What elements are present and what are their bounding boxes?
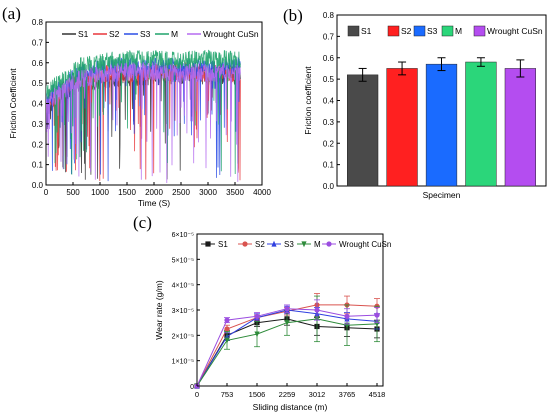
- ytick-label-a: 0.0: [32, 181, 44, 190]
- xtick-label-c: 753: [221, 390, 234, 399]
- legend-swatch-b: [387, 25, 400, 37]
- legend-label-a: Wrought CuSn: [203, 29, 259, 39]
- legend-swatch-b: [441, 25, 454, 37]
- legend-label-a: S3: [140, 29, 151, 39]
- ytick-label-b: 0.5: [323, 75, 335, 84]
- legend-label-a: S2: [109, 29, 120, 39]
- point-c-wrought-cusn: [314, 307, 320, 313]
- ytick-label-a: 0.4: [32, 100, 44, 109]
- ytick-label-a: 0.6: [32, 59, 44, 68]
- bar-s1: [347, 74, 379, 187]
- ytick-label-b: 0.4: [323, 97, 335, 106]
- bar-s2: [386, 68, 418, 187]
- ytick-label-a: 0.3: [32, 120, 44, 129]
- ytick-label-a: 0.7: [32, 38, 44, 47]
- xtick-label-c: 1506: [249, 390, 266, 399]
- ytick-label-b: 0.1: [323, 161, 335, 170]
- legend-label-a: S1: [78, 29, 89, 39]
- xlabel-c: Sliding distance (m): [253, 402, 328, 412]
- point-c-m: [284, 320, 290, 326]
- legend-label-c: Wrought CuSn: [339, 240, 391, 249]
- ytick-label-c: 3×10⁻⁵: [172, 308, 194, 315]
- legend-marker-c: [326, 241, 332, 247]
- legend-swatch-b: [413, 25, 426, 37]
- legend-label-c: S3: [284, 240, 294, 249]
- point-c-s2: [224, 326, 230, 332]
- xtick-label-a: 0: [44, 188, 49, 197]
- ytick-label-c: 6×10⁻⁵: [172, 232, 194, 239]
- ytick-label-b: 0.3: [323, 118, 335, 127]
- point-c-wrought-cusn: [374, 312, 380, 318]
- xtick-label-a: 2500: [172, 188, 190, 197]
- legend-label-c: M: [314, 240, 321, 249]
- panel-label-a: (a): [2, 4, 21, 23]
- ytick-label-c: 5×10⁻⁵: [172, 257, 194, 264]
- xtick-label-a: 2000: [145, 188, 163, 197]
- bar-m: [465, 61, 497, 187]
- ylabel-c: Wear rate (g/m): [154, 280, 164, 340]
- point-c-wrought-cusn: [224, 317, 230, 323]
- ytick-label-a: 0.8: [32, 18, 44, 27]
- ytick-label-b: 0.6: [323, 54, 335, 63]
- legend-label-c: S2: [255, 240, 265, 249]
- legend-marker-c: [301, 241, 307, 248]
- panel-label-c: (c): [133, 213, 152, 232]
- point-c-m: [254, 331, 260, 338]
- ytick-label-a: 0.1: [32, 161, 44, 170]
- ytick-label-a: 0.5: [32, 79, 44, 88]
- ylabel-b: Friction coefficient: [303, 66, 313, 135]
- xtick-label-c: 4518: [369, 390, 386, 399]
- ytick-label-a: 0.2: [32, 140, 44, 149]
- xtick-label-c: 2259: [279, 390, 296, 399]
- ytick-label-c: 1×10⁻⁵: [172, 359, 194, 366]
- legend-label-a: M: [171, 29, 178, 39]
- legend-marker-c: [242, 241, 248, 247]
- legend-label-b: M: [455, 26, 462, 36]
- xtick-label-a: 1500: [118, 188, 136, 197]
- legend-marker-c: [271, 240, 277, 247]
- legend-swatch-b: [473, 25, 486, 37]
- xtick-label-a: 4000: [253, 188, 271, 197]
- trace-a-wrought-cusn: [46, 62, 241, 184]
- bar-s3: [425, 63, 458, 187]
- xtick-label-c: 3012: [309, 390, 326, 399]
- xlabel-a: Time (S): [138, 198, 170, 208]
- point-c-wrought-cusn: [344, 313, 350, 319]
- legend-label-b: S1: [361, 26, 372, 36]
- ytick-label-b: 0.0: [323, 182, 335, 191]
- xtick-label-c: 0: [195, 390, 199, 399]
- xtick-label-a: 3000: [199, 188, 217, 197]
- point-c-m: [224, 337, 230, 344]
- xtick-label-a: 500: [66, 188, 80, 197]
- legend-label-c: S1: [218, 240, 228, 249]
- legend-label-b: Wrought CuSn: [487, 26, 543, 36]
- bar-wrought-cusn: [504, 68, 536, 187]
- xtick-label-a: 3500: [226, 188, 244, 197]
- ytick-label-c: 2×10⁻⁵: [172, 333, 194, 340]
- ytick-label-c: 0: [190, 384, 194, 391]
- ytick-label-b: 0.7: [323, 32, 335, 41]
- panel-label-b: (b): [283, 6, 303, 25]
- point-c-wrought-cusn: [254, 313, 260, 319]
- xtick-label-c: 3765: [339, 390, 356, 399]
- legend-marker-c: [205, 241, 211, 247]
- legend-label-b: S2: [401, 26, 412, 36]
- point-c-wrought-cusn: [284, 306, 290, 312]
- ytick-label-b: 0.8: [323, 11, 335, 20]
- xtick-label-a: 1000: [91, 188, 109, 197]
- ylabel-a: Friction Coefficient: [8, 68, 18, 139]
- ytick-label-b: 0.2: [323, 139, 335, 148]
- xlabel-b: Specimen: [423, 190, 461, 200]
- ytick-label-c: 4×10⁻⁵: [172, 283, 194, 290]
- legend-label-b: S3: [427, 26, 438, 36]
- legend-swatch-b: [347, 25, 360, 37]
